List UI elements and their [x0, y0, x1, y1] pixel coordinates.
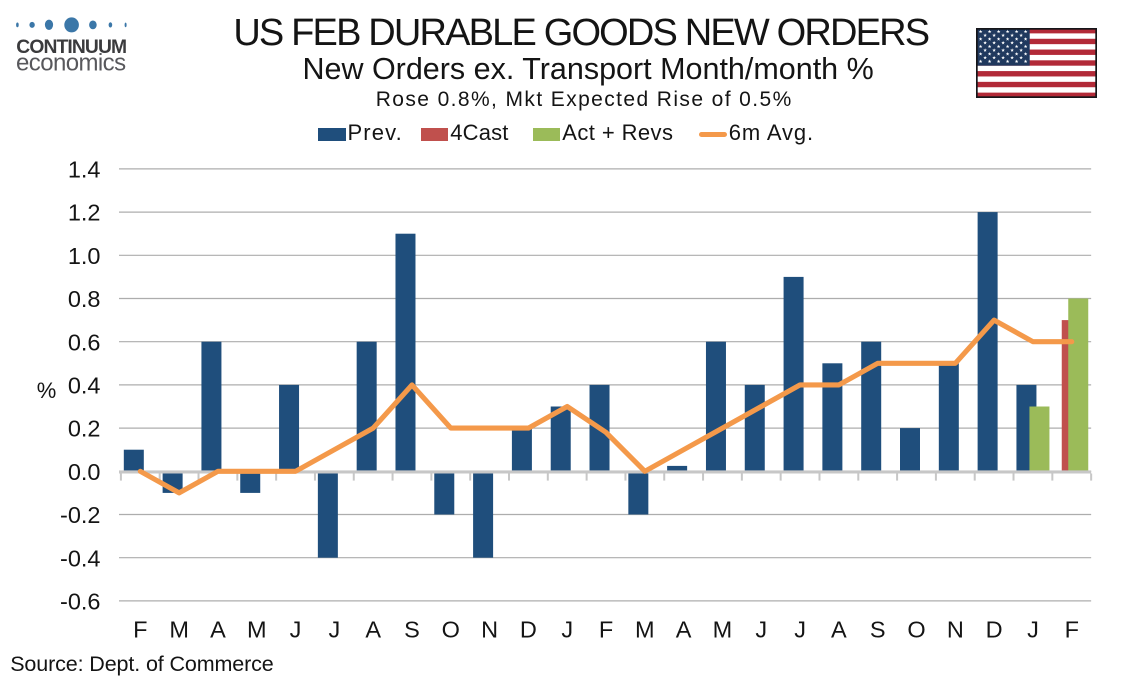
- svg-text:D: D: [520, 616, 537, 642]
- svg-text:S: S: [404, 616, 420, 642]
- svg-text:0.2: 0.2: [68, 416, 101, 442]
- svg-text:CONTINUUM: CONTINUUM: [16, 37, 126, 58]
- svg-text:M: M: [713, 616, 733, 642]
- svg-text:J: J: [794, 616, 806, 642]
- svg-text:A: A: [831, 616, 847, 642]
- svg-text:-0.6: -0.6: [60, 588, 101, 614]
- svg-text:N: N: [481, 616, 498, 642]
- svg-text:O: O: [907, 616, 925, 642]
- svg-text:S: S: [870, 616, 886, 642]
- svg-text:F: F: [1065, 616, 1079, 642]
- svg-text:0.8: 0.8: [68, 286, 101, 312]
- svg-text:0.4: 0.4: [68, 372, 101, 398]
- svg-text:0.6: 0.6: [68, 329, 101, 355]
- svg-text:M: M: [169, 616, 189, 642]
- svg-text:O: O: [442, 616, 460, 642]
- svg-text:D: D: [986, 616, 1003, 642]
- svg-text:M: M: [247, 616, 267, 642]
- svg-text:-0.2: -0.2: [60, 502, 101, 528]
- svg-text:J: J: [290, 616, 302, 642]
- svg-text:-0.4: -0.4: [60, 545, 101, 571]
- svg-text:%: %: [37, 378, 57, 403]
- svg-text:N: N: [947, 616, 964, 642]
- svg-text:J: J: [755, 616, 767, 642]
- svg-text:J: J: [1027, 616, 1039, 642]
- svg-text:F: F: [599, 616, 613, 642]
- svg-text:A: A: [210, 616, 226, 642]
- svg-text:economics: economics: [16, 50, 126, 77]
- svg-text:1.0: 1.0: [68, 243, 101, 269]
- svg-text:A: A: [365, 616, 381, 642]
- svg-text:M: M: [635, 616, 655, 642]
- svg-text:A: A: [676, 616, 692, 642]
- svg-text:J: J: [328, 616, 340, 642]
- svg-text:F: F: [133, 616, 147, 642]
- svg-text:0.0: 0.0: [68, 459, 101, 485]
- svg-text:1.4: 1.4: [68, 156, 101, 182]
- svg-text:1.2: 1.2: [68, 200, 101, 226]
- svg-text:J: J: [561, 616, 573, 642]
